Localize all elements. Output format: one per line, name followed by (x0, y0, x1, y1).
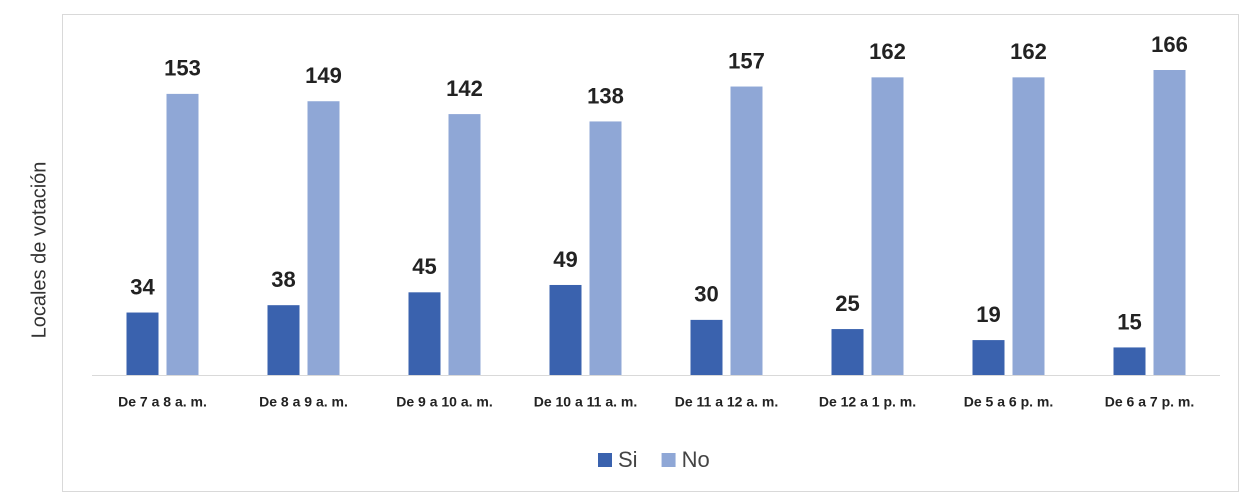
value-label: 162 (869, 39, 906, 64)
x-tick-label: De 8 a 9 a. m. (259, 394, 348, 410)
value-label: 34 (130, 274, 155, 299)
x-tick-label: De 5 a 6 p. m. (964, 394, 1053, 410)
legend-label: No (682, 447, 710, 472)
legend-swatch (598, 453, 612, 467)
value-label: 38 (271, 267, 295, 292)
bar (1153, 70, 1186, 375)
bar (589, 121, 622, 375)
y-axis-label: Locales de votación (28, 162, 50, 339)
x-tick-label: De 11 a 12 a. m. (675, 394, 779, 410)
bar (307, 101, 340, 376)
value-label: 45 (412, 254, 436, 279)
x-tick-label: De 10 a 11 a. m. (534, 394, 638, 410)
bar (549, 284, 582, 375)
bar (730, 86, 763, 376)
value-label: 149 (305, 63, 342, 88)
value-label: 166 (1151, 32, 1188, 57)
x-tick-label: De 6 a 7 p. m. (1105, 394, 1194, 410)
x-tick-label: De 9 a 10 a. m. (396, 394, 493, 410)
value-label: 19 (976, 302, 1000, 327)
value-label: 15 (1117, 309, 1141, 334)
value-label: 30 (694, 282, 718, 307)
x-tick-label: De 12 a 1 p. m. (819, 394, 916, 410)
value-label: 49 (553, 247, 577, 272)
value-label: 162 (1010, 39, 1047, 64)
legend-swatch (661, 453, 676, 467)
bar (408, 292, 441, 375)
bar (448, 114, 481, 376)
value-label: 25 (835, 291, 859, 316)
bar (126, 312, 159, 375)
bar (831, 329, 864, 375)
value-label: 138 (587, 83, 624, 108)
legend-label: Si (618, 447, 638, 472)
bar (690, 319, 723, 375)
value-label: 142 (446, 76, 483, 101)
bar (166, 93, 199, 375)
bar (972, 340, 1005, 375)
value-label: 153 (164, 56, 201, 81)
value-label: 157 (728, 48, 765, 73)
bar (1113, 347, 1146, 375)
bar (871, 77, 904, 375)
chart-frame (62, 14, 1239, 492)
bar (267, 305, 300, 375)
x-tick-label: De 7 a 8 a. m. (118, 394, 207, 410)
bar (1012, 77, 1045, 375)
